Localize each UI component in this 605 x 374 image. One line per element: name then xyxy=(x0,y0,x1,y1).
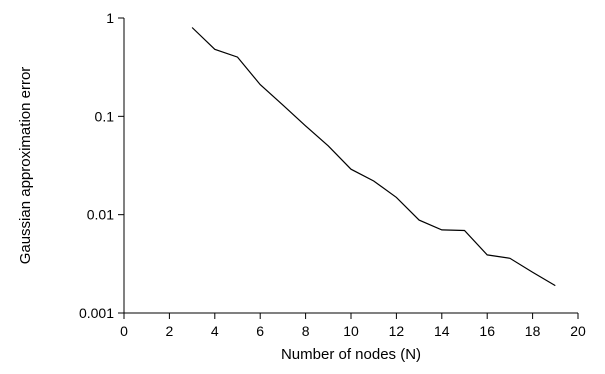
x-ticks: 0 2 4 6 8 10 12 14 16 18 20 xyxy=(120,313,586,339)
series-line xyxy=(191,27,556,287)
x-tick-label: 2 xyxy=(166,323,174,339)
x-tick-label: 12 xyxy=(389,323,405,339)
x-axis: 0 2 4 6 8 10 12 14 16 18 20 xyxy=(120,312,586,339)
x-tick-label: 6 xyxy=(256,323,264,339)
y-ticks: 0.001 0.01 0.1 1 xyxy=(79,10,124,321)
y-axis-label: Gaussian approximation error xyxy=(17,67,34,265)
y-tick-label: 0.01 xyxy=(87,207,114,223)
x-tick-label: 4 xyxy=(211,323,219,339)
y-axis: 0.001 0.01 0.1 1 xyxy=(79,10,125,321)
x-tick-label: 10 xyxy=(343,323,359,339)
plot-area xyxy=(191,27,556,287)
x-tick-label: 18 xyxy=(525,323,541,339)
x-tick-label: 14 xyxy=(434,323,450,339)
x-tick-label: 16 xyxy=(479,323,495,339)
x-tick-label: 0 xyxy=(120,323,128,339)
x-tick-label: 20 xyxy=(570,323,586,339)
y-tick-label: 0.001 xyxy=(79,305,114,321)
x-tick-label: 8 xyxy=(302,323,310,339)
y-tick-label: 0.1 xyxy=(95,108,115,124)
y-tick-label: 1 xyxy=(106,10,114,26)
x-axis-label: Number of nodes (N) xyxy=(281,346,421,363)
